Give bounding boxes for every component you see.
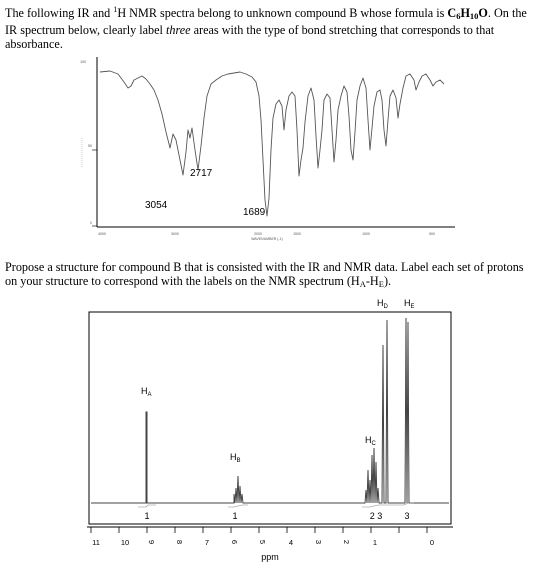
- ir-x-tick: 1500: [293, 232, 301, 236]
- ir-x-tick: 4000: [98, 232, 106, 236]
- ir-x-tick: 3000: [171, 232, 179, 236]
- peak-label-hb: HB: [230, 452, 241, 464]
- ir-annotation-3054: 3054: [145, 200, 168, 211]
- ppm-tick: 8: [175, 540, 184, 544]
- nmr-integration-b: [228, 504, 248, 508]
- ppm-tick: 6: [230, 540, 239, 544]
- ir-y-tick: 100: [80, 60, 86, 64]
- ppm-axis-label: ppm: [261, 552, 279, 562]
- ppm-tick: 3: [314, 540, 323, 544]
- nmr-baseline: [91, 317, 449, 504]
- question-1-text: The following IR and 1H NMR spectra belo…: [5, 5, 527, 51]
- ppm-tick: 7: [205, 538, 209, 547]
- peak-label-hd: HD: [377, 298, 389, 310]
- ppm-tick: 10: [121, 538, 129, 547]
- nmr-integration-a: [138, 504, 156, 508]
- ppm-tick: 2: [342, 540, 351, 544]
- peak-label-ha: HA: [141, 386, 152, 398]
- ppm-tick: 1: [373, 538, 377, 547]
- ir-annotation-1689: 1689: [243, 207, 266, 218]
- integration-value: 1: [232, 511, 237, 521]
- integration-value: 2 3: [370, 511, 383, 521]
- ir-spectrum: 100 50 0 4000 3000 2000 1500 1000 500 WA…: [80, 57, 455, 241]
- ir-x-tick: 1000: [362, 232, 370, 236]
- ppm-tick: 11: [92, 538, 100, 547]
- ir-x-tick: 500: [429, 232, 435, 236]
- ir-trace: [99, 70, 445, 217]
- ir-y-tick: 0: [90, 221, 92, 225]
- ppm-tick: 0: [430, 538, 434, 547]
- ir-annotation-2717: 2717: [190, 168, 213, 179]
- ppm-tick: 4: [289, 538, 293, 547]
- ir-x-label: WAVENUMBER (-1): [251, 237, 283, 241]
- ppm-tick: 9: [147, 540, 156, 544]
- integration-value: 1: [144, 511, 149, 521]
- nmr-frame: [88, 311, 452, 525]
- question-2-text: Propose a structure for compound B that …: [5, 260, 524, 289]
- ppm-tick: 5: [258, 540, 267, 544]
- ir-x-tick: 2000: [254, 232, 262, 236]
- nmr-spectrum: 1 1 2 3 3 HA HB HC HD HE 11 10 9 8 7 6 5…: [87, 298, 453, 562]
- integration-value: 3: [404, 511, 409, 521]
- ir-y-tick: 50: [88, 144, 92, 148]
- peak-label-he: HE: [404, 298, 415, 310]
- peak-label-hc: HC: [365, 435, 377, 447]
- nmr-integration-cde: [362, 502, 414, 508]
